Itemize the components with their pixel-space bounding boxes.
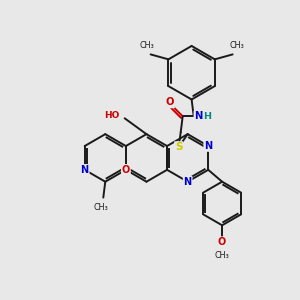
Text: S: S <box>175 142 182 152</box>
Text: CH₃: CH₃ <box>229 41 244 50</box>
Text: N: N <box>184 177 192 187</box>
Text: N: N <box>81 165 89 175</box>
Text: O: O <box>122 165 130 175</box>
Text: N: N <box>194 111 203 121</box>
Text: CH₃: CH₃ <box>139 41 154 50</box>
Text: H: H <box>203 112 211 121</box>
Text: HO: HO <box>104 111 120 120</box>
Text: CH₃: CH₃ <box>215 251 230 260</box>
Text: O: O <box>218 237 226 247</box>
Text: CH₃: CH₃ <box>94 202 109 211</box>
Text: N: N <box>204 141 212 151</box>
Text: O: O <box>166 98 174 107</box>
